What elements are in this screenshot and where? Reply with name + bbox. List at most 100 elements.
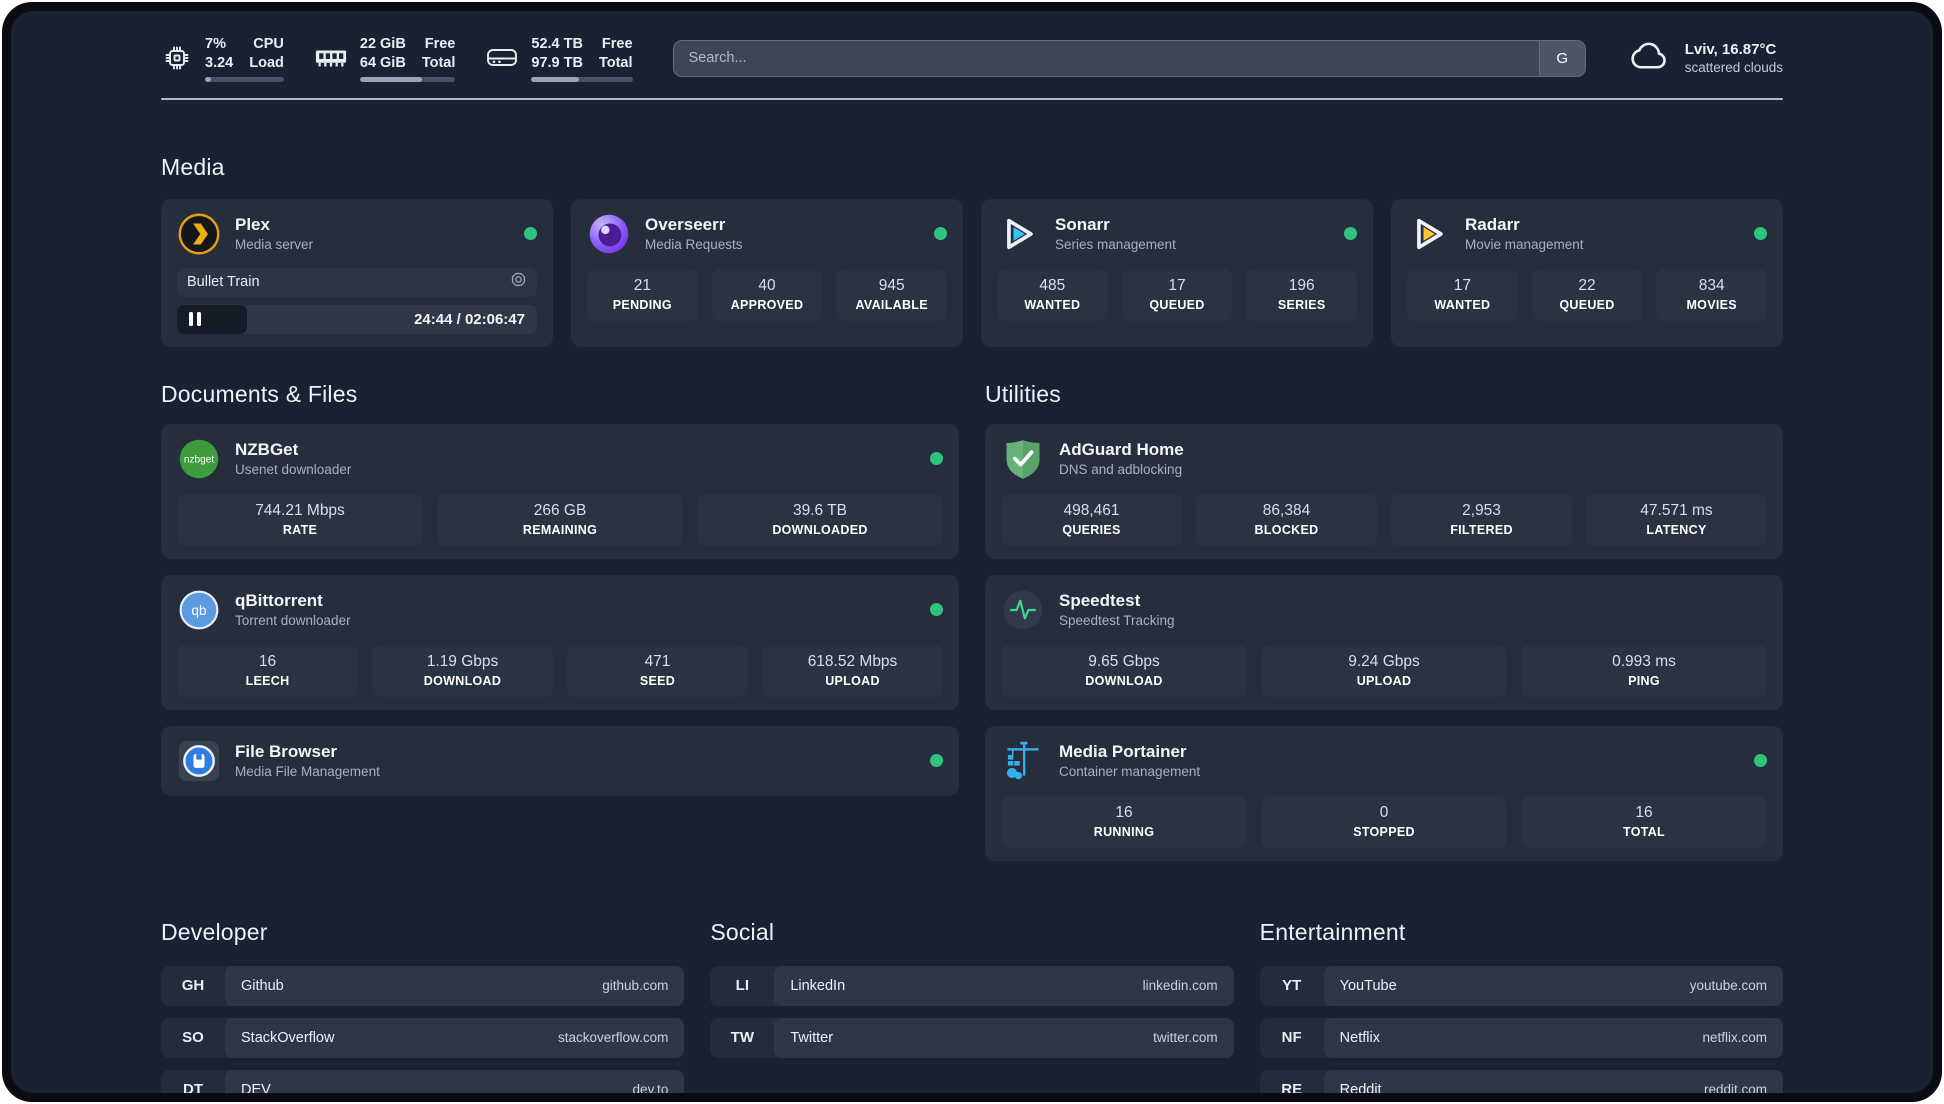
bookmark-abbr: YT	[1282, 977, 1302, 995]
stat-tile: 266 GB REMAINING	[437, 493, 683, 546]
app-card-adguard[interactable]: AdGuard Home DNS and adblocking 498,461 …	[985, 423, 1783, 559]
bookmark-domain: github.com	[602, 978, 669, 994]
ram-widget: 22 GiB 64 GiB Free Total	[314, 35, 456, 82]
bookmark-name: Netflix	[1339, 1029, 1380, 1046]
section-title-social: Social	[710, 918, 775, 945]
app-card-portainer[interactable]: Media Portainer Container management 16 …	[985, 725, 1783, 861]
weather-widget: Lviv, 16.87°C scattered clouds	[1626, 38, 1783, 79]
bookmark-linkedin[interactable]: LI LinkedIn linkedin.com	[710, 965, 1234, 1006]
bookmark-name: Twitter	[790, 1029, 834, 1046]
session-camera-icon[interactable]	[510, 271, 527, 293]
svg-text:qb: qb	[191, 603, 207, 618]
stat-tile: 16 TOTAL	[1521, 795, 1767, 848]
bookmark-github[interactable]: GH Github github.com	[161, 965, 685, 1006]
app-subtitle: Torrent downloader	[235, 613, 351, 629]
app-name: File Browser	[235, 741, 338, 761]
app-subtitle: Media Requests	[645, 237, 743, 253]
bookmark-name: Github	[241, 977, 284, 994]
stat-tile: 485 WANTED	[997, 268, 1108, 321]
weather-location-temp: Lviv, 16.87°C	[1684, 41, 1777, 59]
bookmark-domain: stackoverflow.com	[558, 1030, 669, 1046]
status-dot-online	[930, 754, 943, 768]
bookmark-twitter[interactable]: TW Twitter twitter.com	[710, 1017, 1234, 1058]
bookmark-abbr: RE	[1281, 1081, 1303, 1093]
app-subtitle: Media File Management	[235, 764, 380, 780]
app-card-plex[interactable]: Plex Media server Bullet Train	[161, 198, 553, 347]
stat-tile: 16 RUNNING	[1001, 795, 1247, 848]
bookmark-domain: reddit.com	[1703, 1082, 1767, 1093]
stat-tile: 0.993 ms PING	[1521, 644, 1767, 697]
bookmark-dev[interactable]: DT DEV dev.to	[161, 1069, 685, 1093]
section-title-documents: Documents & Files	[161, 380, 358, 407]
bookmark-group-developer: Developer GH Github github.com SO StackO…	[161, 919, 685, 1093]
app-card-overseerr[interactable]: Overseerr Media Requests 21 PENDING 40 A…	[571, 198, 963, 347]
bookmark-abbr: DT	[183, 1081, 203, 1093]
bookmark-group-social: Social LI LinkedIn linkedin.com TW Twitt…	[710, 918, 1234, 1070]
stat-tile: 0 STOPPED	[1261, 795, 1507, 848]
app-card-radarr[interactable]: Radarr Movie management 17 WANTED 22 QUE…	[1391, 198, 1783, 347]
app-card-qbittorrent[interactable]: qb qBittorrent Torrent downloader 16 LEE…	[161, 574, 959, 710]
status-dot-online	[524, 227, 537, 241]
search-engine-button[interactable]: G	[1538, 40, 1585, 76]
stat-tile: 40 APPROVED	[711, 268, 823, 321]
stat-tile: 834 MOVIES	[1656, 268, 1768, 321]
app-name: AdGuard Home	[1059, 439, 1184, 459]
ram-values: 22 GiB 64 GiB	[360, 35, 406, 73]
bookmark-name: DEV	[241, 1081, 271, 1093]
playback-time: 24:44 / 02:06:47	[414, 310, 525, 328]
filebrowser-icon	[177, 739, 221, 783]
pause-button[interactable]	[177, 312, 201, 327]
app-card-filebrowser[interactable]: File Browser Media File Management	[161, 725, 959, 796]
bookmark-stackoverflow[interactable]: SO StackOverflow stackoverflow.com	[161, 1017, 685, 1058]
section-title-media: Media	[161, 153, 225, 180]
bookmark-netflix[interactable]: NF Netflix netflix.com	[1259, 1017, 1783, 1058]
stat-tile: 945 AVAILABLE	[836, 268, 948, 321]
stat-tile: 39.6 TB DOWNLOADED	[697, 493, 943, 546]
app-subtitle: Usenet downloader	[235, 462, 352, 478]
section-title-utilities: Utilities	[985, 380, 1061, 407]
stat-tile: 21 PENDING	[587, 268, 698, 321]
ram-progressbar	[359, 76, 456, 82]
playback-progressbar: 24:44 / 02:06:47	[177, 304, 537, 334]
search-bar: G	[672, 39, 1586, 77]
app-subtitle: Container management	[1059, 764, 1201, 780]
bookmark-name: LinkedIn	[790, 977, 846, 994]
search-input[interactable]	[673, 40, 1539, 76]
cpu-load: 3.24	[205, 54, 234, 71]
app-name: Overseerr	[645, 214, 726, 234]
cpu-values: 7% 3.24	[205, 35, 233, 73]
section-title-entertainment: Entertainment	[1259, 918, 1406, 945]
app-card-speedtest[interactable]: Speedtest Speedtest Tracking 9.65 Gbps D…	[985, 574, 1783, 710]
speedtest-icon	[1001, 588, 1045, 632]
cpu-usage: 7%	[205, 36, 226, 52]
bookmark-domain: netflix.com	[1702, 1030, 1767, 1046]
stat-tile: 17 QUEUED	[1121, 268, 1233, 321]
disk-total: 97.9 TB	[531, 54, 583, 71]
stat-tile: 22 QUEUED	[1531, 268, 1643, 321]
sonarr-icon	[997, 212, 1041, 256]
cpu-labels: CPU Load	[249, 36, 284, 71]
bookmark-domain: dev.to	[632, 1082, 669, 1093]
app-name: Plex	[235, 214, 270, 234]
bookmark-reddit[interactable]: RE Reddit reddit.com	[1259, 1069, 1783, 1093]
app-name: Sonarr	[1055, 214, 1110, 234]
app-card-nzbget[interactable]: nzbget NZBGet Usenet downloader 744.21 M…	[161, 423, 959, 559]
radarr-icon	[1407, 212, 1451, 256]
app-subtitle: Movie management	[1465, 237, 1584, 253]
cpu-progress-fill	[205, 76, 211, 82]
bookmark-abbr: GH	[181, 977, 205, 995]
bookmark-youtube[interactable]: YT YouTube youtube.com	[1259, 965, 1783, 1006]
bookmark-domain: twitter.com	[1153, 1030, 1218, 1046]
playback-progress-fill	[177, 304, 248, 334]
now-playing-row: Bullet Train	[177, 268, 537, 297]
disk-icon	[485, 45, 519, 71]
bookmark-name: Reddit	[1339, 1081, 1382, 1093]
stat-tile: 196 SERIES	[1246, 268, 1358, 321]
app-card-sonarr[interactable]: Sonarr Series management 485 WANTED 17 Q…	[981, 198, 1373, 347]
bookmark-abbr: SO	[182, 1029, 204, 1047]
portainer-icon	[1001, 739, 1045, 783]
stat-tile: 86,384 BLOCKED	[1196, 493, 1377, 546]
section-documents: Documents & Files nzbget NZBGet Usenet d…	[161, 381, 959, 796]
stat-tile: 498,461 QUERIES	[1001, 493, 1182, 546]
stat-tile: 618.52 Mbps UPLOAD	[762, 644, 943, 697]
